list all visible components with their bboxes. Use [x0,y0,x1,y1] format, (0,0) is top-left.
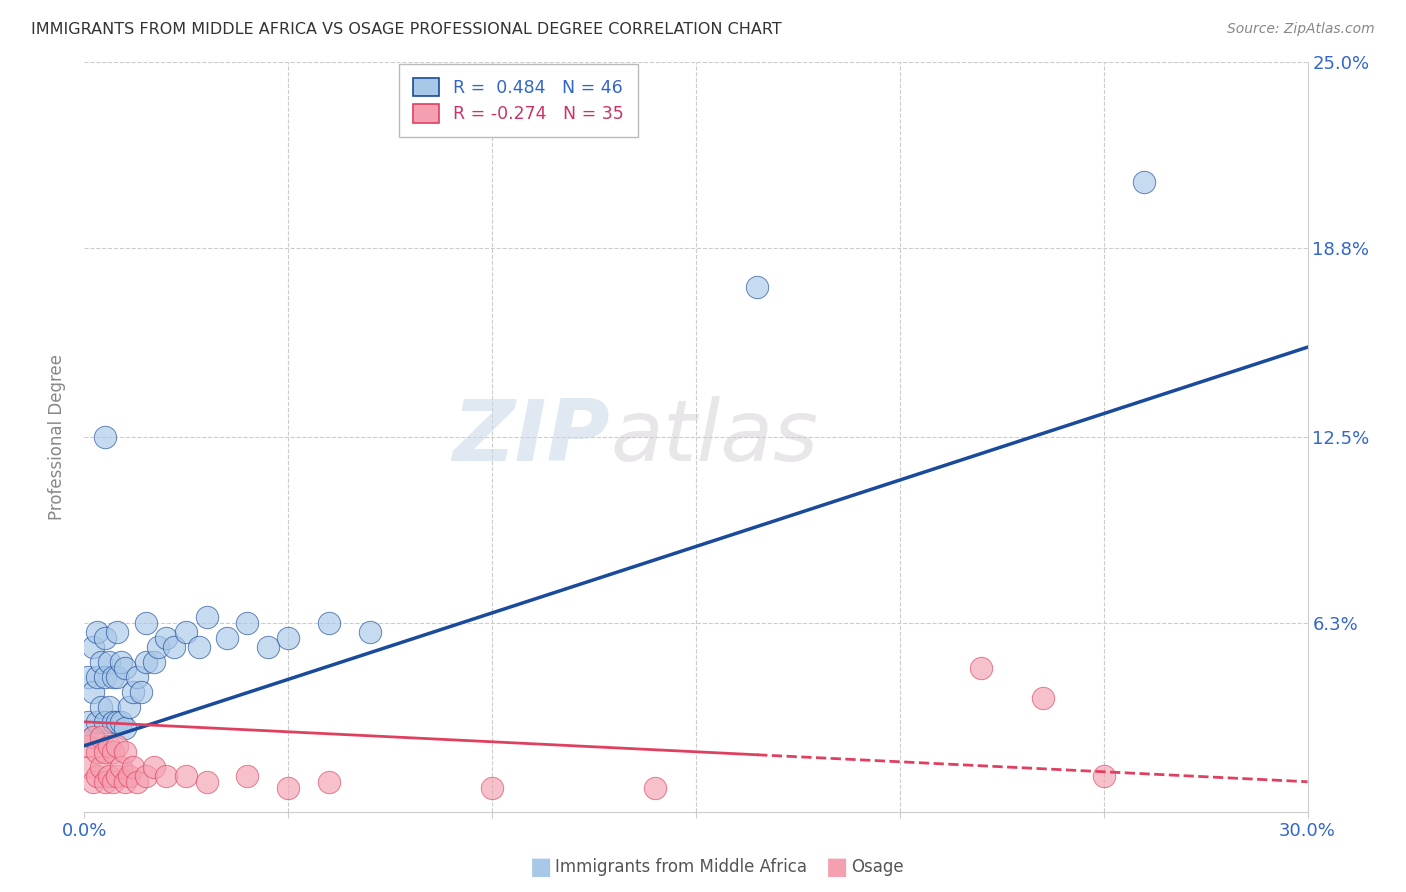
Point [97,699,120,714]
Point [127,774,149,789]
Point [105,739,128,753]
Point [105,714,128,729]
Point [101,774,124,789]
Point [131,685,153,699]
Point [90,760,112,774]
Legend: R =  0.484   N = 46, R = -0.274   N = 35: R = 0.484 N = 46, R = -0.274 N = 35 [399,63,638,136]
Point [86,714,108,729]
Point [318,774,340,789]
Text: ■: ■ [530,855,553,879]
Y-axis label: Professional Degree: Professional Degree [48,354,66,520]
Point [101,670,124,684]
Point [359,624,381,639]
Point [135,769,157,783]
Point [1092,769,1115,783]
Text: Immigrants from Middle Africa: Immigrants from Middle Africa [555,858,807,876]
Point [127,670,149,684]
Point [135,655,157,669]
Point [93,631,115,645]
Text: atlas: atlas [610,395,818,479]
Point [86,745,108,759]
Point [97,739,120,753]
Point [77,714,100,729]
Point [174,624,197,639]
Point [122,760,145,774]
Point [105,670,128,684]
Point [86,624,108,639]
Point [481,780,503,795]
Point [101,745,124,759]
Point [82,685,104,699]
Point [82,730,104,744]
Point [1032,690,1054,705]
Point [77,739,100,753]
Point [970,661,993,675]
Point [93,774,115,789]
Point [82,730,104,744]
Point [277,780,299,795]
Point [93,714,115,729]
Point [142,760,165,774]
Point [236,615,259,630]
Point [217,631,239,645]
Point [155,631,177,645]
Point [135,615,157,630]
Point [257,640,280,654]
Point [195,610,218,624]
Point [90,699,112,714]
Point [142,655,165,669]
Point [77,760,100,774]
Point [118,699,141,714]
Point [110,655,132,669]
Point [163,640,186,654]
Point [236,769,259,783]
Point [747,280,769,294]
Point [101,714,124,729]
Text: Source: ZipAtlas.com: Source: ZipAtlas.com [1227,22,1375,37]
Point [90,655,112,669]
Point [1133,175,1156,189]
Point [174,769,197,783]
Point [122,685,145,699]
Point [97,769,120,783]
Point [187,640,209,654]
Text: Osage: Osage [851,858,903,876]
Point [77,670,100,684]
Text: ZIP: ZIP [453,395,610,479]
Point [97,655,120,669]
Point [93,745,115,759]
Point [110,714,132,729]
Point [114,721,136,735]
Point [105,624,128,639]
Point [86,769,108,783]
Point [110,760,132,774]
Point [644,780,666,795]
Point [118,769,141,783]
Text: IMMIGRANTS FROM MIDDLE AFRICA VS OSAGE PROFESSIONAL DEGREE CORRELATION CHART: IMMIGRANTS FROM MIDDLE AFRICA VS OSAGE P… [31,22,782,37]
Point [277,631,299,645]
Point [155,769,177,783]
Point [146,640,169,654]
Point [93,430,115,444]
Point [114,774,136,789]
Point [90,730,112,744]
Point [105,769,128,783]
Point [82,774,104,789]
Point [114,745,136,759]
Point [93,670,115,684]
Point [195,774,218,789]
Point [114,661,136,675]
Point [86,670,108,684]
Text: ■: ■ [825,855,848,879]
Point [82,640,104,654]
Point [318,615,340,630]
